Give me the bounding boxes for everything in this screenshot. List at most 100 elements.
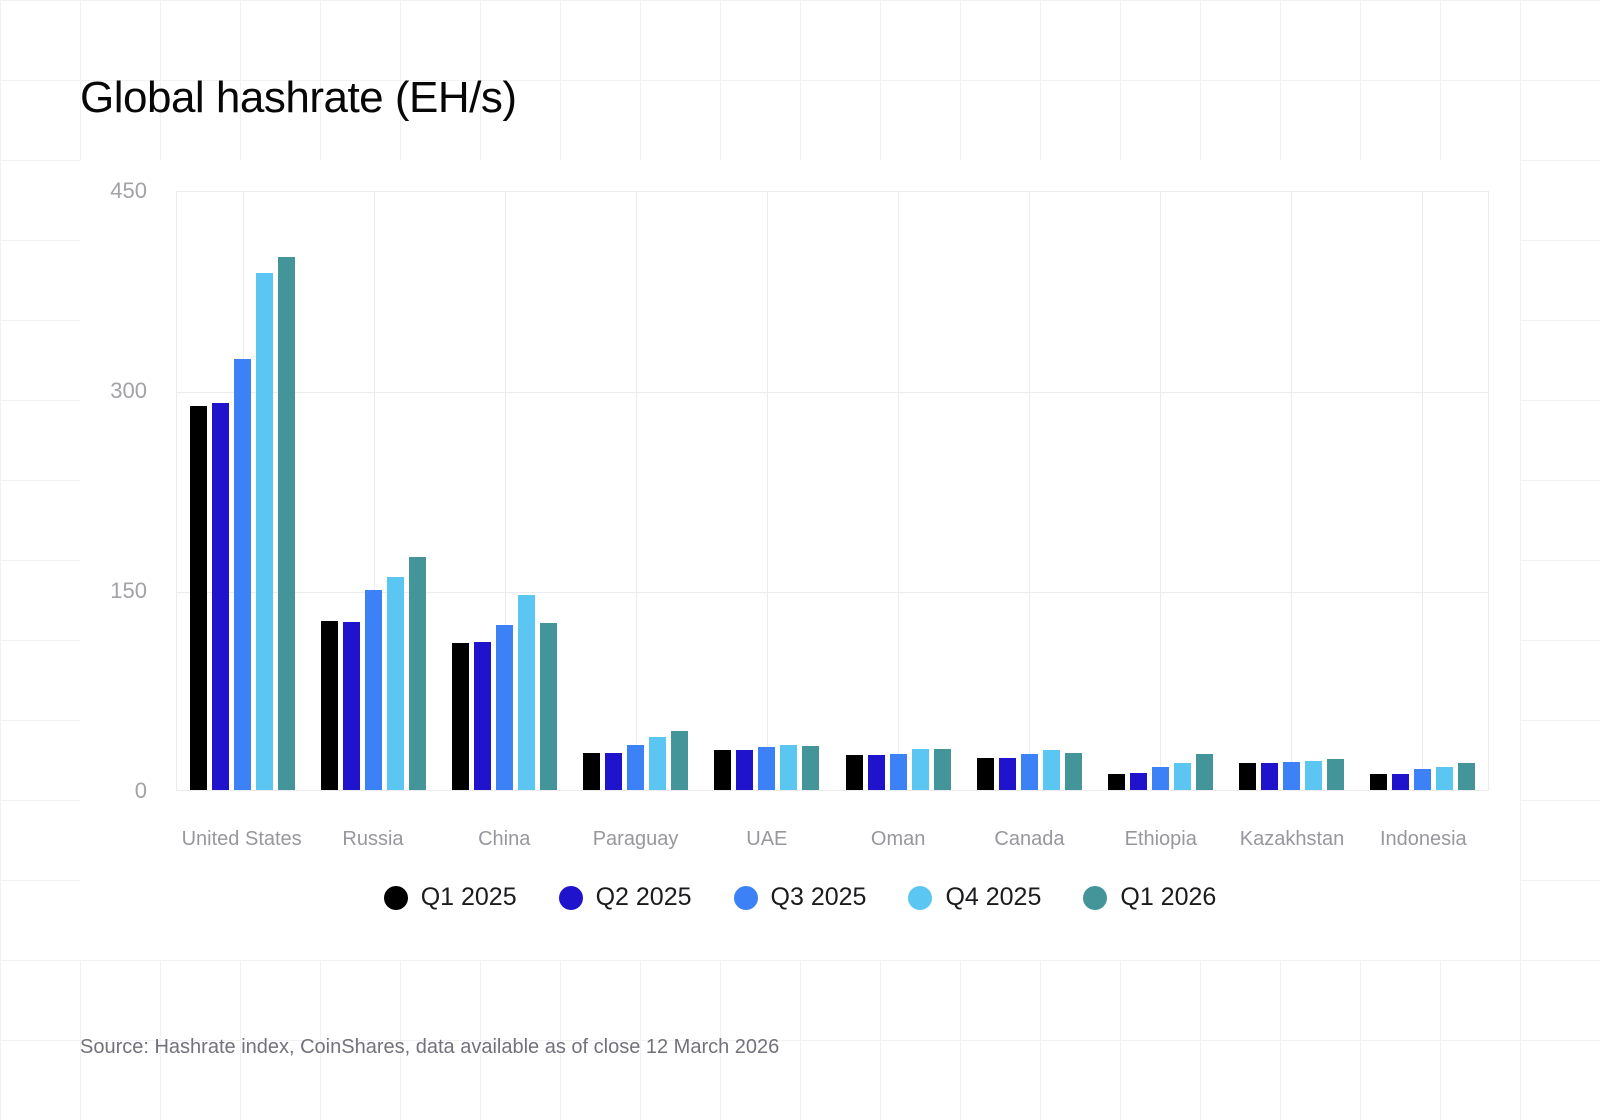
legend-label: Q1 2026	[1120, 883, 1217, 911]
legend-item: Q4 2025	[908, 883, 1041, 912]
bar	[278, 256, 296, 790]
bar	[321, 620, 339, 790]
bar	[234, 359, 252, 790]
legend-label: Q3 2025	[770, 883, 867, 911]
legend-item: Q1 2025	[383, 883, 517, 912]
x-axis-labels: United States Russia China Paraguay UAE Oman C…	[176, 828, 1489, 851]
x-category-label: Oman	[870, 828, 926, 850]
bar	[998, 758, 1016, 790]
bar-group	[964, 192, 1095, 790]
bar	[1457, 763, 1475, 790]
bar-groups	[177, 192, 1488, 790]
legend-item: Q3 2025	[733, 883, 867, 912]
bar	[365, 590, 383, 790]
bar-group	[1095, 192, 1226, 790]
bar	[212, 403, 230, 790]
x-category-label: UAE	[746, 828, 788, 850]
x-gridline	[1160, 192, 1162, 790]
x-category-label: Ethiopia	[1124, 828, 1197, 850]
legend-label: Q2 2025	[595, 883, 692, 911]
bar	[627, 744, 645, 790]
bar	[714, 750, 732, 790]
bar	[1129, 772, 1147, 790]
bar	[911, 748, 929, 790]
x-gridline	[766, 192, 768, 790]
bar	[474, 642, 492, 790]
bar	[1413, 768, 1431, 790]
bar-group	[439, 192, 570, 790]
bar	[736, 750, 754, 790]
x-gridline	[504, 192, 506, 790]
y-tick-label: 150	[110, 578, 147, 603]
bar	[1064, 752, 1082, 790]
bar	[452, 643, 470, 790]
bar	[1369, 774, 1387, 790]
bar	[256, 272, 274, 790]
legend-item: Q2 2025	[558, 883, 692, 912]
bar	[976, 758, 994, 790]
bar	[1042, 750, 1060, 790]
bar	[1326, 759, 1344, 790]
bar-group	[701, 192, 832, 790]
x-category-label: Kazakhstan	[1239, 828, 1345, 850]
bar	[780, 744, 798, 790]
bar	[671, 731, 689, 790]
bar	[540, 623, 558, 790]
legend-item: Q1 2026	[1083, 883, 1216, 912]
bar	[1282, 762, 1300, 790]
bar	[190, 406, 208, 790]
bar	[1020, 754, 1038, 790]
x-gridline	[373, 192, 375, 790]
bar	[802, 746, 820, 790]
bar	[758, 747, 776, 790]
legend-dot-icon	[1083, 885, 1108, 910]
bar	[1435, 767, 1453, 790]
bar	[387, 576, 405, 790]
y-tick-label: 300	[110, 378, 147, 403]
bar-group	[1226, 192, 1357, 790]
source-note: Source: Hashrate index, CoinShares, data…	[80, 1036, 780, 1058]
x-gridline	[635, 192, 637, 790]
bar	[583, 752, 601, 790]
x-category-label: Paraguay	[592, 828, 679, 850]
bar-group	[570, 192, 701, 790]
bar	[518, 595, 536, 790]
x-category-label: China	[478, 828, 531, 850]
x-gridline	[898, 192, 900, 790]
x-category-label: Canada	[994, 828, 1065, 850]
x-category-label: United States	[181, 828, 302, 850]
bar	[1260, 763, 1278, 790]
bar	[1107, 774, 1125, 790]
y-gridline	[177, 592, 1488, 593]
bar	[343, 622, 361, 790]
legend-label: Q1 2025	[420, 883, 517, 911]
bar	[933, 748, 951, 790]
bar-group	[308, 192, 439, 790]
x-gridline	[1029, 192, 1031, 790]
x-category-label: Russia	[342, 828, 404, 850]
legend: Q1 2025 Q2 2025 Q3 2025 Q4 2025 Q1 2026	[0, 883, 1600, 912]
bar	[409, 556, 427, 790]
bar	[845, 755, 863, 790]
bar	[1173, 763, 1191, 790]
x-gridline	[1291, 192, 1293, 790]
bar	[605, 752, 623, 790]
bar-group	[1357, 192, 1488, 790]
legend-dot-icon	[908, 885, 933, 910]
x-gridline	[1422, 192, 1424, 790]
bar	[1391, 774, 1409, 790]
bar	[867, 755, 885, 790]
bar	[1151, 767, 1169, 790]
legend-label: Q4 2025	[945, 883, 1042, 911]
y-tick-label: 0	[134, 778, 147, 803]
bar	[496, 624, 514, 790]
bar-group	[177, 192, 308, 790]
bar	[1195, 754, 1213, 790]
bar	[649, 736, 667, 790]
chart-title: Global hashrate (EH/s)	[80, 73, 517, 122]
bar	[889, 754, 907, 790]
y-gridline	[177, 392, 1488, 393]
legend-dot-icon	[383, 885, 408, 910]
bar-group	[832, 192, 963, 790]
